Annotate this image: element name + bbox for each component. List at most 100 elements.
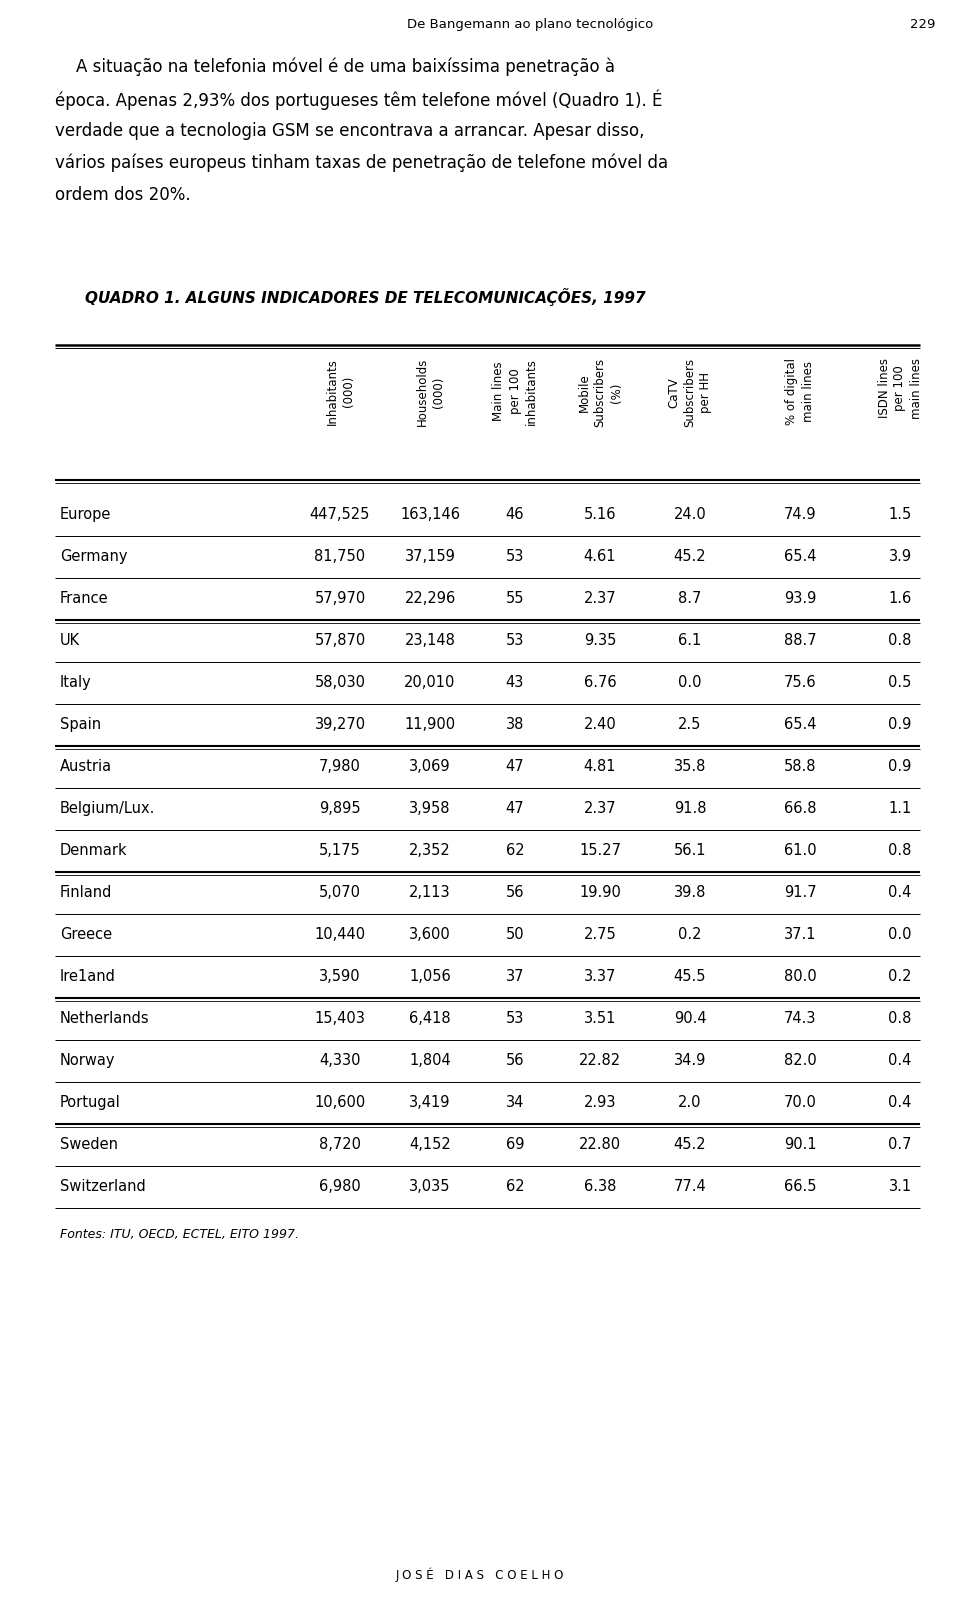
- Text: 15,403: 15,403: [315, 1011, 366, 1026]
- Text: CaTV
Subscribers
per HH: CaTV Subscribers per HH: [667, 358, 712, 427]
- Text: 1,804: 1,804: [409, 1053, 451, 1067]
- Text: 50: 50: [506, 926, 524, 942]
- Text: 2.93: 2.93: [584, 1095, 616, 1109]
- Text: 7,980: 7,980: [319, 759, 361, 774]
- Text: 10,440: 10,440: [315, 926, 366, 942]
- Text: 77.4: 77.4: [674, 1178, 707, 1194]
- Text: A situação na telefonia móvel é de uma baixíssima penetração à: A situação na telefonia móvel é de uma b…: [55, 58, 615, 77]
- Text: 163,146: 163,146: [400, 507, 460, 522]
- Text: 8,720: 8,720: [319, 1136, 361, 1152]
- Text: 2.5: 2.5: [679, 717, 702, 732]
- Text: 3,419: 3,419: [409, 1095, 451, 1109]
- Text: 0.7: 0.7: [888, 1136, 912, 1152]
- Text: 75.6: 75.6: [783, 674, 816, 690]
- Text: 2.37: 2.37: [584, 801, 616, 815]
- Text: 3.9: 3.9: [888, 549, 912, 563]
- Text: 3.51: 3.51: [584, 1011, 616, 1026]
- Text: 34: 34: [506, 1095, 524, 1109]
- Text: 1.1: 1.1: [888, 801, 912, 815]
- Text: Sweden: Sweden: [60, 1136, 118, 1152]
- Text: 24.0: 24.0: [674, 507, 707, 522]
- Text: vários países europeus tinham taxas de penetração de telefone móvel da: vários países europeus tinham taxas de p…: [55, 154, 668, 172]
- Text: 0.8: 0.8: [888, 632, 912, 648]
- Text: 34.9: 34.9: [674, 1053, 707, 1067]
- Text: 37.1: 37.1: [783, 926, 816, 942]
- Text: 1,056: 1,056: [409, 969, 451, 984]
- Text: 91.8: 91.8: [674, 801, 707, 815]
- Text: 2.75: 2.75: [584, 926, 616, 942]
- Text: 70.0: 70.0: [783, 1095, 816, 1109]
- Text: Fontes: ITU, OECD, ECTEL, EITO 1997.: Fontes: ITU, OECD, ECTEL, EITO 1997.: [60, 1228, 299, 1241]
- Text: 93.9: 93.9: [783, 591, 816, 605]
- Text: Austria: Austria: [60, 759, 112, 774]
- Text: 9.35: 9.35: [584, 632, 616, 648]
- Text: verdade que a tecnologia GSM se encontrava a arrancar. Apesar disso,: verdade que a tecnologia GSM se encontra…: [55, 122, 644, 140]
- Text: 3,035: 3,035: [409, 1178, 451, 1194]
- Text: 1.6: 1.6: [888, 591, 912, 605]
- Text: Main lines
per 100
inhabitants: Main lines per 100 inhabitants: [492, 358, 538, 425]
- Text: 22.82: 22.82: [579, 1053, 621, 1067]
- Text: 47: 47: [506, 759, 524, 774]
- Text: 3,958: 3,958: [409, 801, 451, 815]
- Text: 58.8: 58.8: [783, 759, 816, 774]
- Text: 0.2: 0.2: [679, 926, 702, 942]
- Text: 8.7: 8.7: [679, 591, 702, 605]
- Text: 65.4: 65.4: [783, 717, 816, 732]
- Text: 62: 62: [506, 843, 524, 857]
- Text: Netherlands: Netherlands: [60, 1011, 150, 1026]
- Text: 0.2: 0.2: [888, 969, 912, 984]
- Text: Mobile
Subscribers
(%): Mobile Subscribers (%): [578, 358, 622, 427]
- Text: Inhabitants
(000): Inhabitants (000): [325, 358, 354, 425]
- Text: 5,070: 5,070: [319, 884, 361, 900]
- Text: Denmark: Denmark: [60, 843, 128, 857]
- Text: 0.9: 0.9: [888, 717, 912, 732]
- Text: 19.90: 19.90: [579, 884, 621, 900]
- Text: % of digital
main lines: % of digital main lines: [785, 358, 814, 425]
- Text: Italy: Italy: [60, 674, 92, 690]
- Text: 1.5: 1.5: [888, 507, 912, 522]
- Text: 20,010: 20,010: [404, 674, 456, 690]
- Text: QUADRO 1. ALGUNS INDICADORES DE TELECOMUNICAÇÕES, 1997: QUADRO 1. ALGUNS INDICADORES DE TELECOMU…: [85, 287, 646, 307]
- Text: 2.37: 2.37: [584, 591, 616, 605]
- Text: 57,870: 57,870: [314, 632, 366, 648]
- Text: 447,525: 447,525: [310, 507, 371, 522]
- Text: Spain: Spain: [60, 717, 101, 732]
- Text: 35.8: 35.8: [674, 759, 707, 774]
- Text: 56.1: 56.1: [674, 843, 707, 857]
- Text: 47: 47: [506, 801, 524, 815]
- Text: 11,900: 11,900: [404, 717, 456, 732]
- Text: 62: 62: [506, 1178, 524, 1194]
- Text: 3.1: 3.1: [888, 1178, 912, 1194]
- Text: 0.4: 0.4: [888, 1053, 912, 1067]
- Text: 4.61: 4.61: [584, 549, 616, 563]
- Text: 53: 53: [506, 549, 524, 563]
- Text: 22,296: 22,296: [404, 591, 456, 605]
- Text: 0.4: 0.4: [888, 1095, 912, 1109]
- Text: 57,970: 57,970: [314, 591, 366, 605]
- Text: De Bangemann ao plano tecnológico: De Bangemann ao plano tecnológico: [407, 18, 653, 30]
- Text: Finland: Finland: [60, 884, 112, 900]
- Text: 81,750: 81,750: [315, 549, 366, 563]
- Text: 22.80: 22.80: [579, 1136, 621, 1152]
- Text: 66.5: 66.5: [783, 1178, 816, 1194]
- Text: 56: 56: [506, 1053, 524, 1067]
- Text: 45.5: 45.5: [674, 969, 707, 984]
- Text: 65.4: 65.4: [783, 549, 816, 563]
- Text: J O S É   D I A S   C O E L H O: J O S É D I A S C O E L H O: [396, 1568, 564, 1583]
- Text: 6.76: 6.76: [584, 674, 616, 690]
- Text: 0.8: 0.8: [888, 1011, 912, 1026]
- Text: 69: 69: [506, 1136, 524, 1152]
- Text: 88.7: 88.7: [783, 632, 816, 648]
- Text: 80.0: 80.0: [783, 969, 816, 984]
- Text: 4,330: 4,330: [320, 1053, 361, 1067]
- Text: 4,152: 4,152: [409, 1136, 451, 1152]
- Text: 6,418: 6,418: [409, 1011, 451, 1026]
- Text: 37: 37: [506, 969, 524, 984]
- Text: 56: 56: [506, 884, 524, 900]
- Text: 82.0: 82.0: [783, 1053, 816, 1067]
- Text: Portugal: Portugal: [60, 1095, 121, 1109]
- Text: Germany: Germany: [60, 549, 128, 563]
- Text: Belgium/Lux.: Belgium/Lux.: [60, 801, 156, 815]
- Text: France: France: [60, 591, 108, 605]
- Text: 91.7: 91.7: [783, 884, 816, 900]
